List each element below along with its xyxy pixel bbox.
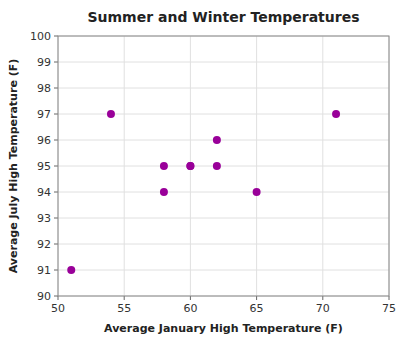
tick-label-y: 99 — [37, 56, 51, 69]
tick-label-y: 91 — [37, 264, 51, 277]
points — [67, 110, 340, 274]
tick-label-x: 70 — [316, 302, 330, 315]
tick-label-y: 98 — [37, 82, 51, 95]
tick-label-y: 96 — [37, 134, 51, 147]
tick-label-y: 97 — [37, 108, 51, 121]
tick-y — [54, 218, 58, 219]
tick-x — [256, 296, 257, 300]
tick-y — [54, 244, 58, 245]
tick-label-x: 60 — [183, 302, 197, 315]
tick-label-x: 65 — [250, 302, 264, 315]
y-axis-label: Average July High Temperature (F) — [7, 59, 20, 274]
tick-y — [54, 192, 58, 193]
tick-label-x: 50 — [51, 302, 65, 315]
tick-x — [389, 296, 390, 300]
tick-x — [124, 296, 125, 300]
grid-line-y — [58, 270, 389, 271]
tick-y — [54, 114, 58, 115]
point — [107, 110, 115, 118]
tick-y — [54, 36, 58, 37]
tick-y — [54, 296, 58, 297]
point — [67, 266, 75, 274]
grid-line-y — [58, 62, 389, 63]
tick-x — [58, 296, 59, 300]
tick-label-x: 75 — [382, 302, 396, 315]
axes: 50 55 60 65 70 75 90 91 92 93 94 95 96 97 98 99 100 — [30, 30, 396, 315]
point — [160, 162, 168, 170]
chart-container: 50 55 60 65 70 75 90 91 92 93 94 95 96 97 98 99 100 Summe… — [0, 0, 405, 342]
grid-line-y — [58, 88, 389, 89]
tick-label-y: 95 — [37, 160, 51, 173]
plot-frame — [58, 36, 389, 296]
tick-y — [54, 166, 58, 167]
x-axis-label: Average January High Temperature (F) — [104, 322, 343, 335]
tick-y — [54, 140, 58, 141]
point — [213, 136, 221, 144]
point — [160, 188, 168, 196]
grid-line-y — [58, 244, 389, 245]
tick-y — [54, 62, 58, 63]
tick-label-y: 93 — [37, 212, 51, 225]
tick-label-y: 100 — [30, 30, 51, 43]
grid-line-y — [58, 192, 389, 193]
grid-line-y — [58, 166, 389, 167]
tick-x — [190, 296, 191, 300]
tick-y — [54, 270, 58, 271]
tick-label-x: 55 — [117, 302, 131, 315]
point — [186, 162, 194, 170]
tick-label-y: 94 — [37, 186, 51, 199]
title: Summer and Winter Temperatures — [87, 9, 359, 25]
chart-svg: 50 55 60 65 70 75 90 91 92 93 94 95 96 97 98 99 100 Summe… — [0, 0, 405, 342]
point — [332, 110, 340, 118]
grid-line-y — [58, 140, 389, 141]
grid — [58, 36, 389, 296]
grid-line-y — [58, 218, 389, 219]
point — [213, 162, 221, 170]
tick-y — [54, 88, 58, 89]
point — [253, 188, 261, 196]
tick-label-y: 90 — [37, 290, 51, 303]
tick-label-y: 92 — [37, 238, 51, 251]
plot-area — [58, 36, 389, 296]
point — [186, 162, 194, 170]
tick-x — [322, 296, 323, 300]
